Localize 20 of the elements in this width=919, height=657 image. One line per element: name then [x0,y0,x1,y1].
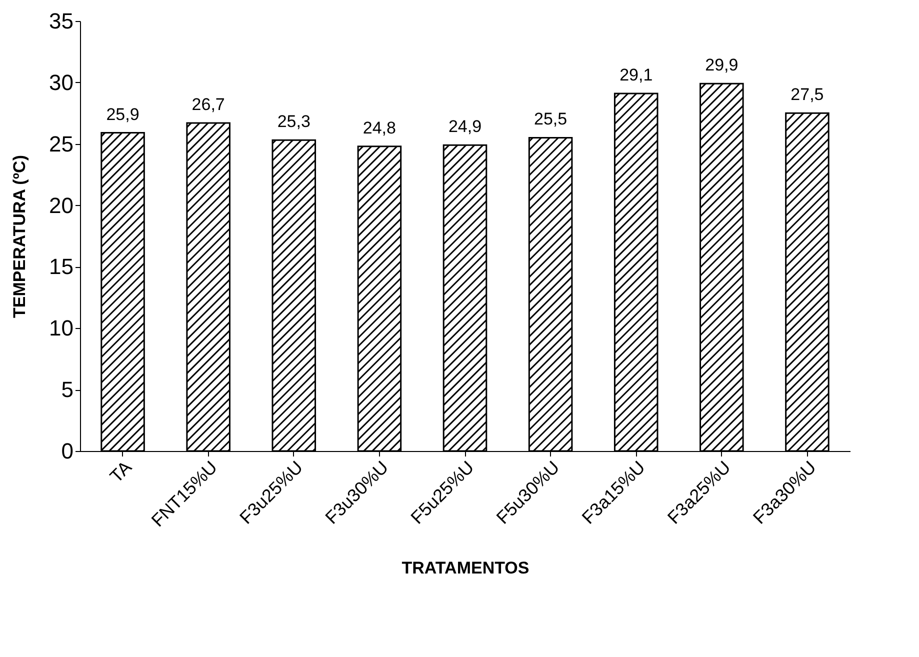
y-tick-label: 30 [49,70,74,95]
x-axis-title: TRATAMENTOS [402,558,530,578]
data-label: 25,3 [277,112,310,132]
y-tick-label: 5 [61,377,74,402]
x-tick-label: TA [106,457,136,487]
y-tick-label: 25 [49,131,74,156]
data-label: 24,9 [448,117,482,136]
data-label: 24,8 [362,118,396,138]
y-tick-label: 10 [49,316,74,341]
y-tick-label: 0 [61,438,74,464]
y-tick-label: 35 [49,8,74,34]
data-label: 29,1 [620,65,653,84]
data-label: 27,5 [790,85,824,104]
data-label: 25,9 [106,104,140,124]
data-label: 26,7 [192,94,225,114]
y-tick-label: 15 [49,254,74,280]
y-axis-title: TEMPERATURA (ºC) [10,155,30,318]
data-label: 29,9 [705,56,738,75]
data-label: 25,5 [534,110,568,129]
y-tick-label: 20 [49,192,74,218]
